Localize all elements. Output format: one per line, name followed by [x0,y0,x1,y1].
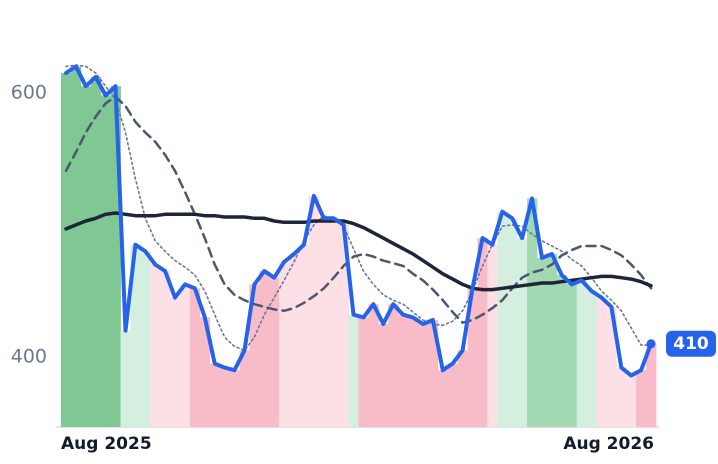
series-line [64,211,653,292]
signal-band [219,367,230,427]
signal-band [189,288,201,427]
last-value-badge [666,330,716,357]
signal-band [70,66,82,427]
signal-band [328,218,340,427]
series-line [64,64,653,378]
signal-band [180,284,191,427]
signal-band [318,218,330,427]
signal-band [626,375,637,427]
bands [61,66,657,428]
signal-band [546,253,558,427]
signal-band [586,290,597,427]
signal-band [596,297,607,427]
signal-band [408,317,419,427]
signal-band [576,280,587,427]
signal-band [338,224,349,427]
series-line [64,95,653,324]
series-line [65,64,652,352]
y-tick-label: 400 [11,345,47,367]
signal-band [279,261,290,427]
signal-band [61,73,72,427]
signal-band [487,244,498,427]
last-value-label: 410 [673,334,709,354]
signal-band [229,370,240,427]
signal-band [209,363,221,427]
signal-band [437,370,449,427]
signal-band [517,238,528,427]
signal-band [299,244,310,427]
x-tick-label: Aug 2026 [563,434,654,454]
signal-band [160,271,171,427]
signal-band [616,367,627,427]
signal-band [418,323,429,427]
signal-band [388,304,399,427]
signal-band [90,76,102,427]
signal-band [140,251,151,427]
signal-band [170,297,181,427]
signal-band [646,343,657,427]
signal-band [308,195,320,427]
signal-band [556,275,568,427]
signal-band [457,350,468,427]
signal-band [507,218,518,427]
signal-band [259,271,270,427]
signal-band [427,320,439,427]
signal-band [269,277,280,427]
signal-band [110,86,121,427]
signal-band [398,314,409,427]
signal-band [130,244,141,427]
signal-band [467,288,478,427]
signal-band [358,317,369,427]
signal-band [348,314,359,427]
signal-band [378,323,389,427]
signal-band [239,350,250,427]
signal-band [120,330,131,427]
signal-band [527,198,538,427]
signal-band [150,264,161,427]
signal-band [447,363,459,427]
signal-band [80,86,92,427]
signal-band [289,253,300,427]
signal-band [537,257,548,427]
signal-band [606,306,617,427]
signal-band [497,211,508,427]
signal-band [636,370,647,427]
x-tick-label: Aug 2025 [61,434,152,454]
signal-band [566,284,578,427]
signal-band [368,304,379,427]
last-point [646,339,656,349]
signal-band [199,317,211,427]
signal-band [477,238,488,427]
signal-band [100,95,111,428]
signal-band [249,284,260,427]
y-tick-label: 600 [11,81,47,103]
